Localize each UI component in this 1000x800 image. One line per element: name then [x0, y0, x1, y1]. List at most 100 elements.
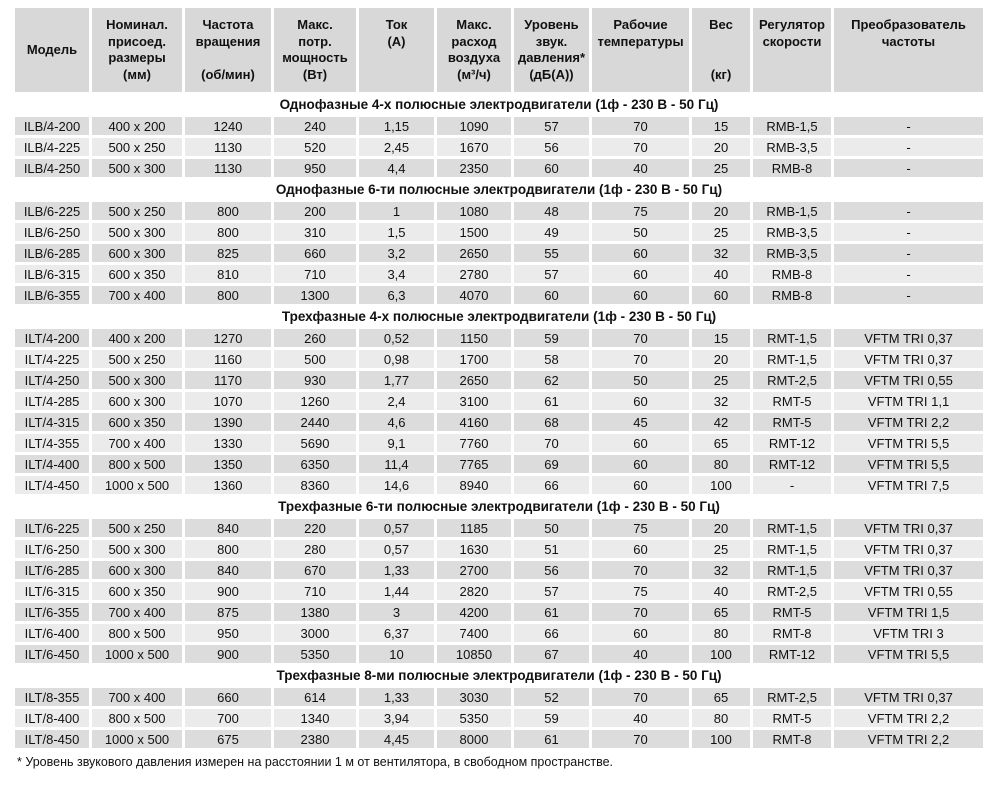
cell-speed-regulator: RMB-3,5 — [753, 223, 831, 241]
cell-dimensions: 700 x 400 — [92, 688, 182, 706]
cell-max-airflow: 4160 — [437, 413, 511, 431]
cell-weight: 20 — [692, 350, 750, 368]
cell-rotation-speed: 1270 — [185, 329, 271, 347]
cell-weight: 65 — [692, 603, 750, 621]
cell-weight: 80 — [692, 624, 750, 642]
cell-max-power: 670 — [274, 561, 356, 579]
cell-frequency-converter: VFTM TRI 5,5 — [834, 645, 983, 663]
section-header-row: Однофазные 6-ти полюсные электродвигател… — [15, 180, 983, 199]
cell-dimensions: 800 x 500 — [92, 455, 182, 473]
cell-model: ILT/6-285 — [15, 561, 89, 579]
cell-rotation-speed: 675 — [185, 730, 271, 748]
cell-operating-temps: 70 — [592, 561, 689, 579]
cell-rotation-speed: 1160 — [185, 350, 271, 368]
cell-operating-temps: 60 — [592, 265, 689, 283]
cell-speed-regulator: RMT-1,5 — [753, 561, 831, 579]
cell-rotation-speed: 1170 — [185, 371, 271, 389]
col-header-weight: Вес (кг) — [692, 8, 750, 92]
cell-sound-level: 55 — [514, 244, 589, 262]
table-row: ILT/4-355 700 x 400 1330 5690 9,1 7760 70 60 65 R… — [15, 434, 983, 452]
cell-current: 6,3 — [359, 286, 434, 304]
cell-sound-level: 56 — [514, 138, 589, 156]
col-header-line: звук. — [535, 33, 568, 49]
cell-current: 2,4 — [359, 392, 434, 410]
cell-max-power: 660 — [274, 244, 356, 262]
cell-operating-temps: 70 — [592, 138, 689, 156]
cell-max-airflow: 1500 — [437, 223, 511, 241]
cell-operating-temps: 60 — [592, 434, 689, 452]
section-title: Однофазные 4-х полюсные электродвигатели… — [15, 95, 983, 114]
cell-max-airflow: 7760 — [437, 434, 511, 452]
cell-max-power: 520 — [274, 138, 356, 156]
cell-model: ILT/4-450 — [15, 476, 89, 494]
cell-operating-temps: 40 — [592, 645, 689, 663]
cell-speed-regulator: RMT-12 — [753, 434, 831, 452]
cell-model: ILT/4-250 — [15, 371, 89, 389]
cell-frequency-converter: - — [834, 265, 983, 283]
cell-weight: 20 — [692, 138, 750, 156]
section-header-row: Трехфазные 8-ми полюсные электродвигател… — [15, 666, 983, 685]
cell-max-power: 6350 — [274, 455, 356, 473]
cell-model: ILT/6-400 — [15, 624, 89, 642]
cell-current: 14,6 — [359, 476, 434, 494]
cell-max-airflow: 7400 — [437, 624, 511, 642]
cell-weight: 25 — [692, 540, 750, 558]
cell-frequency-converter: VFTM TRI 2,2 — [834, 413, 983, 431]
cell-model: ILT/8-355 — [15, 688, 89, 706]
section-header-row: Трехфазные 6-ти полюсные электродвигател… — [15, 497, 983, 516]
cell-sound-level: 69 — [514, 455, 589, 473]
cell-frequency-converter: VFTM TRI 2,2 — [834, 709, 983, 727]
cell-max-power: 5690 — [274, 434, 356, 452]
cell-dimensions: 600 x 350 — [92, 413, 182, 431]
cell-operating-temps: 60 — [592, 286, 689, 304]
cell-dimensions: 500 x 250 — [92, 138, 182, 156]
cell-current: 3 — [359, 603, 434, 621]
cell-max-power: 1260 — [274, 392, 356, 410]
col-header-unit: (кг) — [710, 66, 732, 82]
cell-operating-temps: 60 — [592, 476, 689, 494]
cell-sound-level: 49 — [514, 223, 589, 241]
col-header-line: Вес — [709, 17, 733, 32]
cell-max-power: 950 — [274, 159, 356, 177]
table-row: ILT/6-450 1000 x 500 900 5350 10 10850 67 40 100… — [15, 645, 983, 663]
table-row: ILB/6-315 600 x 350 810 710 3,4 2780 57 60 40 RMB… — [15, 265, 983, 283]
cell-sound-level: 58 — [514, 350, 589, 368]
cell-operating-temps: 50 — [592, 371, 689, 389]
table-row: ILB/6-250 500 x 300 800 310 1,5 1500 49 50 25 RMB… — [15, 223, 983, 241]
table-row: ILT/4-250 500 x 300 1170 930 1,77 2650 62 50 25 R… — [15, 371, 983, 389]
cell-max-power: 280 — [274, 540, 356, 558]
cell-rotation-speed: 800 — [185, 540, 271, 558]
cell-current: 4,45 — [359, 730, 434, 748]
cell-max-airflow: 8940 — [437, 476, 511, 494]
cell-weight: 100 — [692, 476, 750, 494]
section-title: Однофазные 6-ти полюсные электродвигател… — [15, 180, 983, 199]
cell-max-power: 5350 — [274, 645, 356, 663]
table-row: ILT/6-250 500 x 300 800 280 0,57 1630 51 60 25 RM… — [15, 540, 983, 558]
cell-sound-level: 57 — [514, 582, 589, 600]
cell-frequency-converter: VFTM TRI 1,1 — [834, 392, 983, 410]
cell-max-airflow: 3030 — [437, 688, 511, 706]
cell-rotation-speed: 950 — [185, 624, 271, 642]
cell-frequency-converter: VFTM TRI 3 — [834, 624, 983, 642]
cell-max-airflow: 1185 — [437, 519, 511, 537]
cell-weight: 15 — [692, 329, 750, 347]
cell-dimensions: 600 x 350 — [92, 582, 182, 600]
cell-max-power: 614 — [274, 688, 356, 706]
cell-dimensions: 700 x 400 — [92, 434, 182, 452]
cell-weight: 32 — [692, 244, 750, 262]
col-header-line: температуры — [597, 33, 684, 49]
cell-max-airflow: 4200 — [437, 603, 511, 621]
cell-max-airflow: 1700 — [437, 350, 511, 368]
cell-max-power: 240 — [274, 117, 356, 135]
col-header-line: Макс. — [456, 17, 492, 32]
cell-model: ILT/4-225 — [15, 350, 89, 368]
table-row: ILT/6-225 500 x 250 840 220 0,57 1185 50 75 20 RM… — [15, 519, 983, 537]
cell-weight: 32 — [692, 561, 750, 579]
table-row: ILB/4-200 400 x 200 1240 240 1,15 1090 57 70 15 R… — [15, 117, 983, 135]
cell-current: 1,33 — [359, 688, 434, 706]
col-header-frequency-converter: Преобразователь частоты — [834, 8, 983, 92]
table-row: ILT/4-315 600 x 350 1390 2440 4,6 4160 68 45 42 R… — [15, 413, 983, 431]
cell-rotation-speed: 825 — [185, 244, 271, 262]
cell-dimensions: 1000 x 500 — [92, 730, 182, 748]
cell-current: 0,52 — [359, 329, 434, 347]
